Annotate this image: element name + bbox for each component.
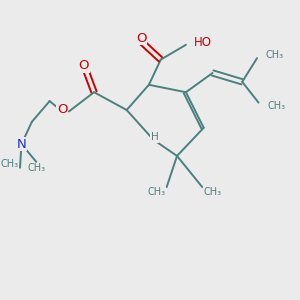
Text: O: O (136, 32, 147, 45)
Text: H: H (151, 132, 159, 142)
Text: CH₃: CH₃ (27, 164, 45, 173)
Text: O: O (78, 59, 89, 72)
Text: N: N (16, 138, 26, 151)
Text: HO: HO (194, 36, 212, 49)
Text: CH₃: CH₃ (267, 100, 286, 111)
Text: CH₃: CH₃ (1, 159, 19, 169)
Text: CH₃: CH₃ (266, 50, 284, 60)
Text: CH₃: CH₃ (147, 188, 165, 197)
Text: CH₃: CH₃ (203, 188, 222, 197)
Text: O: O (57, 103, 68, 116)
